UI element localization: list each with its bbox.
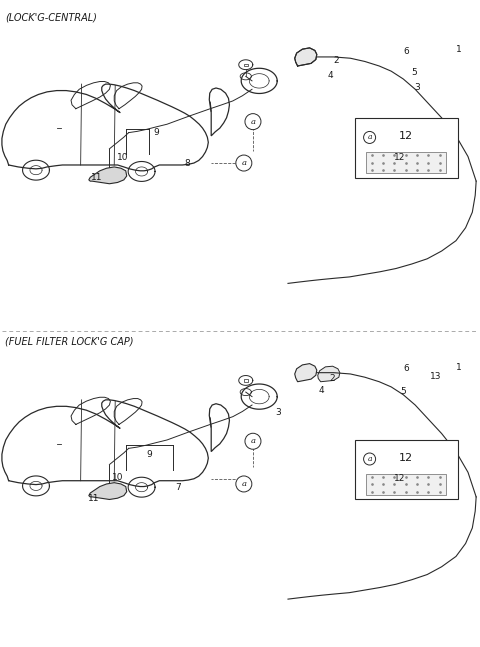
Text: (LOCK'G-CENTRAL): (LOCK'G-CENTRAL) (5, 13, 96, 23)
Text: 1: 1 (456, 45, 461, 54)
Circle shape (245, 433, 261, 449)
Text: 12: 12 (394, 474, 406, 483)
Text: 11: 11 (91, 173, 103, 182)
Bar (355, 440, 458, 499)
Text: 4: 4 (319, 386, 324, 395)
Text: a: a (251, 118, 255, 126)
Text: 12: 12 (398, 131, 413, 141)
Text: 1: 1 (456, 363, 461, 372)
Text: 12: 12 (398, 453, 413, 463)
Polygon shape (318, 366, 340, 382)
Text: 10: 10 (117, 153, 128, 162)
Text: a: a (251, 437, 255, 445)
Text: 4: 4 (327, 71, 333, 80)
Text: 9: 9 (153, 128, 159, 137)
Polygon shape (209, 88, 229, 136)
Text: 9: 9 (146, 450, 152, 459)
Text: 8: 8 (184, 159, 190, 168)
Text: 5: 5 (400, 387, 406, 396)
Polygon shape (295, 364, 317, 382)
Bar (366, 152, 446, 173)
Bar (244, 63, 248, 66)
Polygon shape (209, 404, 229, 452)
Polygon shape (89, 167, 127, 184)
Text: a: a (367, 455, 372, 463)
Polygon shape (295, 48, 317, 66)
Text: 2: 2 (333, 56, 339, 65)
Text: a: a (367, 133, 372, 142)
Text: 13: 13 (430, 372, 442, 381)
Bar (355, 118, 458, 178)
Circle shape (236, 476, 252, 492)
Text: a: a (241, 159, 246, 167)
Circle shape (364, 453, 376, 465)
Text: 3: 3 (276, 408, 281, 417)
Text: 12: 12 (394, 153, 406, 162)
Text: 6: 6 (403, 364, 409, 373)
Circle shape (236, 155, 252, 171)
Circle shape (364, 131, 376, 144)
Text: 5: 5 (411, 68, 417, 77)
Text: (FUEL FILTER LOCK'G CAP): (FUEL FILTER LOCK'G CAP) (5, 336, 133, 346)
Polygon shape (89, 483, 127, 499)
Text: 3: 3 (415, 83, 420, 92)
Text: a: a (241, 480, 246, 488)
Bar (244, 379, 248, 382)
Text: 6: 6 (403, 47, 409, 56)
Text: 10: 10 (112, 473, 123, 482)
Text: 2: 2 (329, 374, 335, 383)
Text: 11: 11 (88, 494, 100, 503)
Text: 7: 7 (176, 483, 181, 492)
Circle shape (245, 114, 261, 129)
Bar (366, 474, 446, 495)
